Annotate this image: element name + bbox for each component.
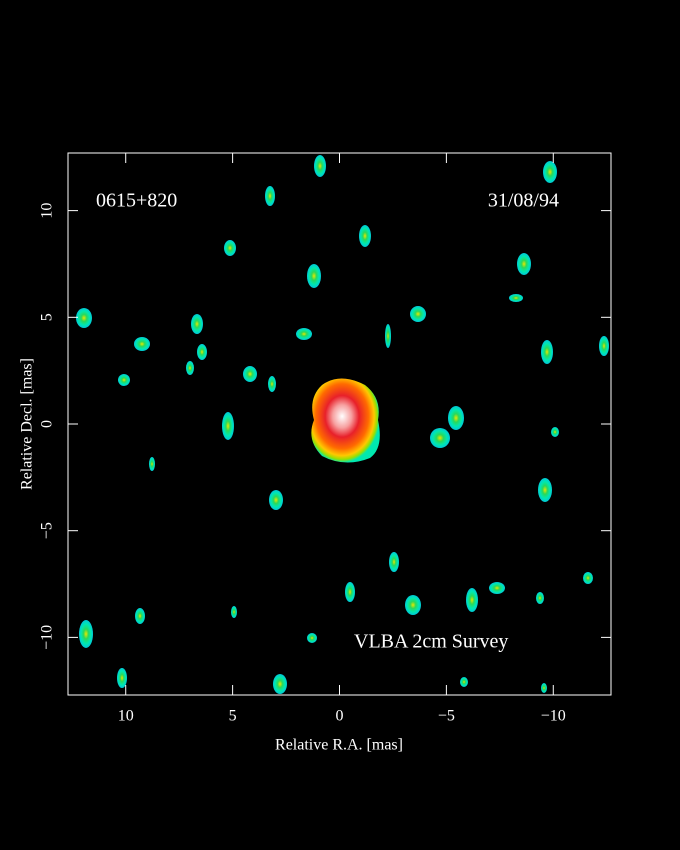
noise-blob (583, 572, 593, 584)
noise-blob (268, 376, 276, 392)
x-tick-label: 10 (118, 708, 134, 725)
noise-blob (430, 428, 450, 448)
noise-blob (599, 336, 609, 356)
noise-blob (345, 582, 355, 602)
noise-blob (460, 677, 468, 687)
noise-blob (224, 240, 236, 256)
noise-blob (243, 366, 257, 382)
noise-blob (551, 427, 559, 437)
noise-blob (265, 186, 275, 206)
noise-blob (134, 337, 150, 351)
noise-blob (269, 490, 283, 510)
y-tick-label: −5 (39, 522, 56, 539)
observation-date: 31/08/94 (488, 190, 559, 212)
noise-blob (466, 588, 478, 612)
x-tick-label: 5 (229, 708, 237, 725)
y-axis-label: Relative Decl. [mas] (19, 358, 36, 490)
noise-blob (307, 264, 321, 288)
survey-label: VLBA 2cm Survey (354, 631, 508, 653)
y-tick-label: 0 (39, 420, 56, 428)
noise-blob (149, 457, 155, 471)
noise-blob (118, 374, 130, 386)
noise-blob (79, 620, 93, 648)
noise-blob (389, 552, 399, 572)
noise-blob (541, 683, 547, 693)
noise-blob (538, 478, 552, 502)
noise-blob (385, 324, 391, 348)
noise-blob (186, 361, 194, 375)
x-tick-label: −5 (438, 708, 455, 725)
noise-blob (135, 608, 145, 624)
noise-blob (543, 161, 557, 183)
noise-blob (76, 308, 92, 328)
noise-blob (191, 314, 203, 334)
noise-blob (405, 595, 421, 615)
x-tick-label: 0 (336, 708, 344, 725)
noise-blob (359, 225, 371, 247)
noise-blob (410, 306, 426, 322)
noise-blob (222, 412, 234, 440)
noise-blob (314, 155, 326, 177)
noise-blob (517, 253, 531, 275)
x-axis-label: Relative R.A. [mas] (275, 737, 403, 754)
radio-core (311, 378, 380, 463)
noise-blob (541, 340, 553, 364)
noise-blob (273, 674, 287, 694)
noise-blob (509, 294, 523, 302)
noise-blob (489, 582, 505, 594)
source-name: 0615+820 (96, 190, 177, 212)
noise-blob (307, 633, 317, 643)
noise-blobs (76, 155, 609, 694)
noise-blob (448, 406, 464, 430)
noise-blob (231, 606, 237, 618)
noise-blob (536, 592, 544, 604)
y-tick-label: 10 (39, 203, 56, 219)
noise-blob (197, 344, 207, 360)
noise-blob (296, 328, 312, 340)
x-tick-label: −10 (541, 708, 566, 725)
y-tick-label: 5 (39, 313, 56, 321)
noise-blob (117, 668, 127, 688)
y-tick-label: −10 (39, 625, 56, 650)
